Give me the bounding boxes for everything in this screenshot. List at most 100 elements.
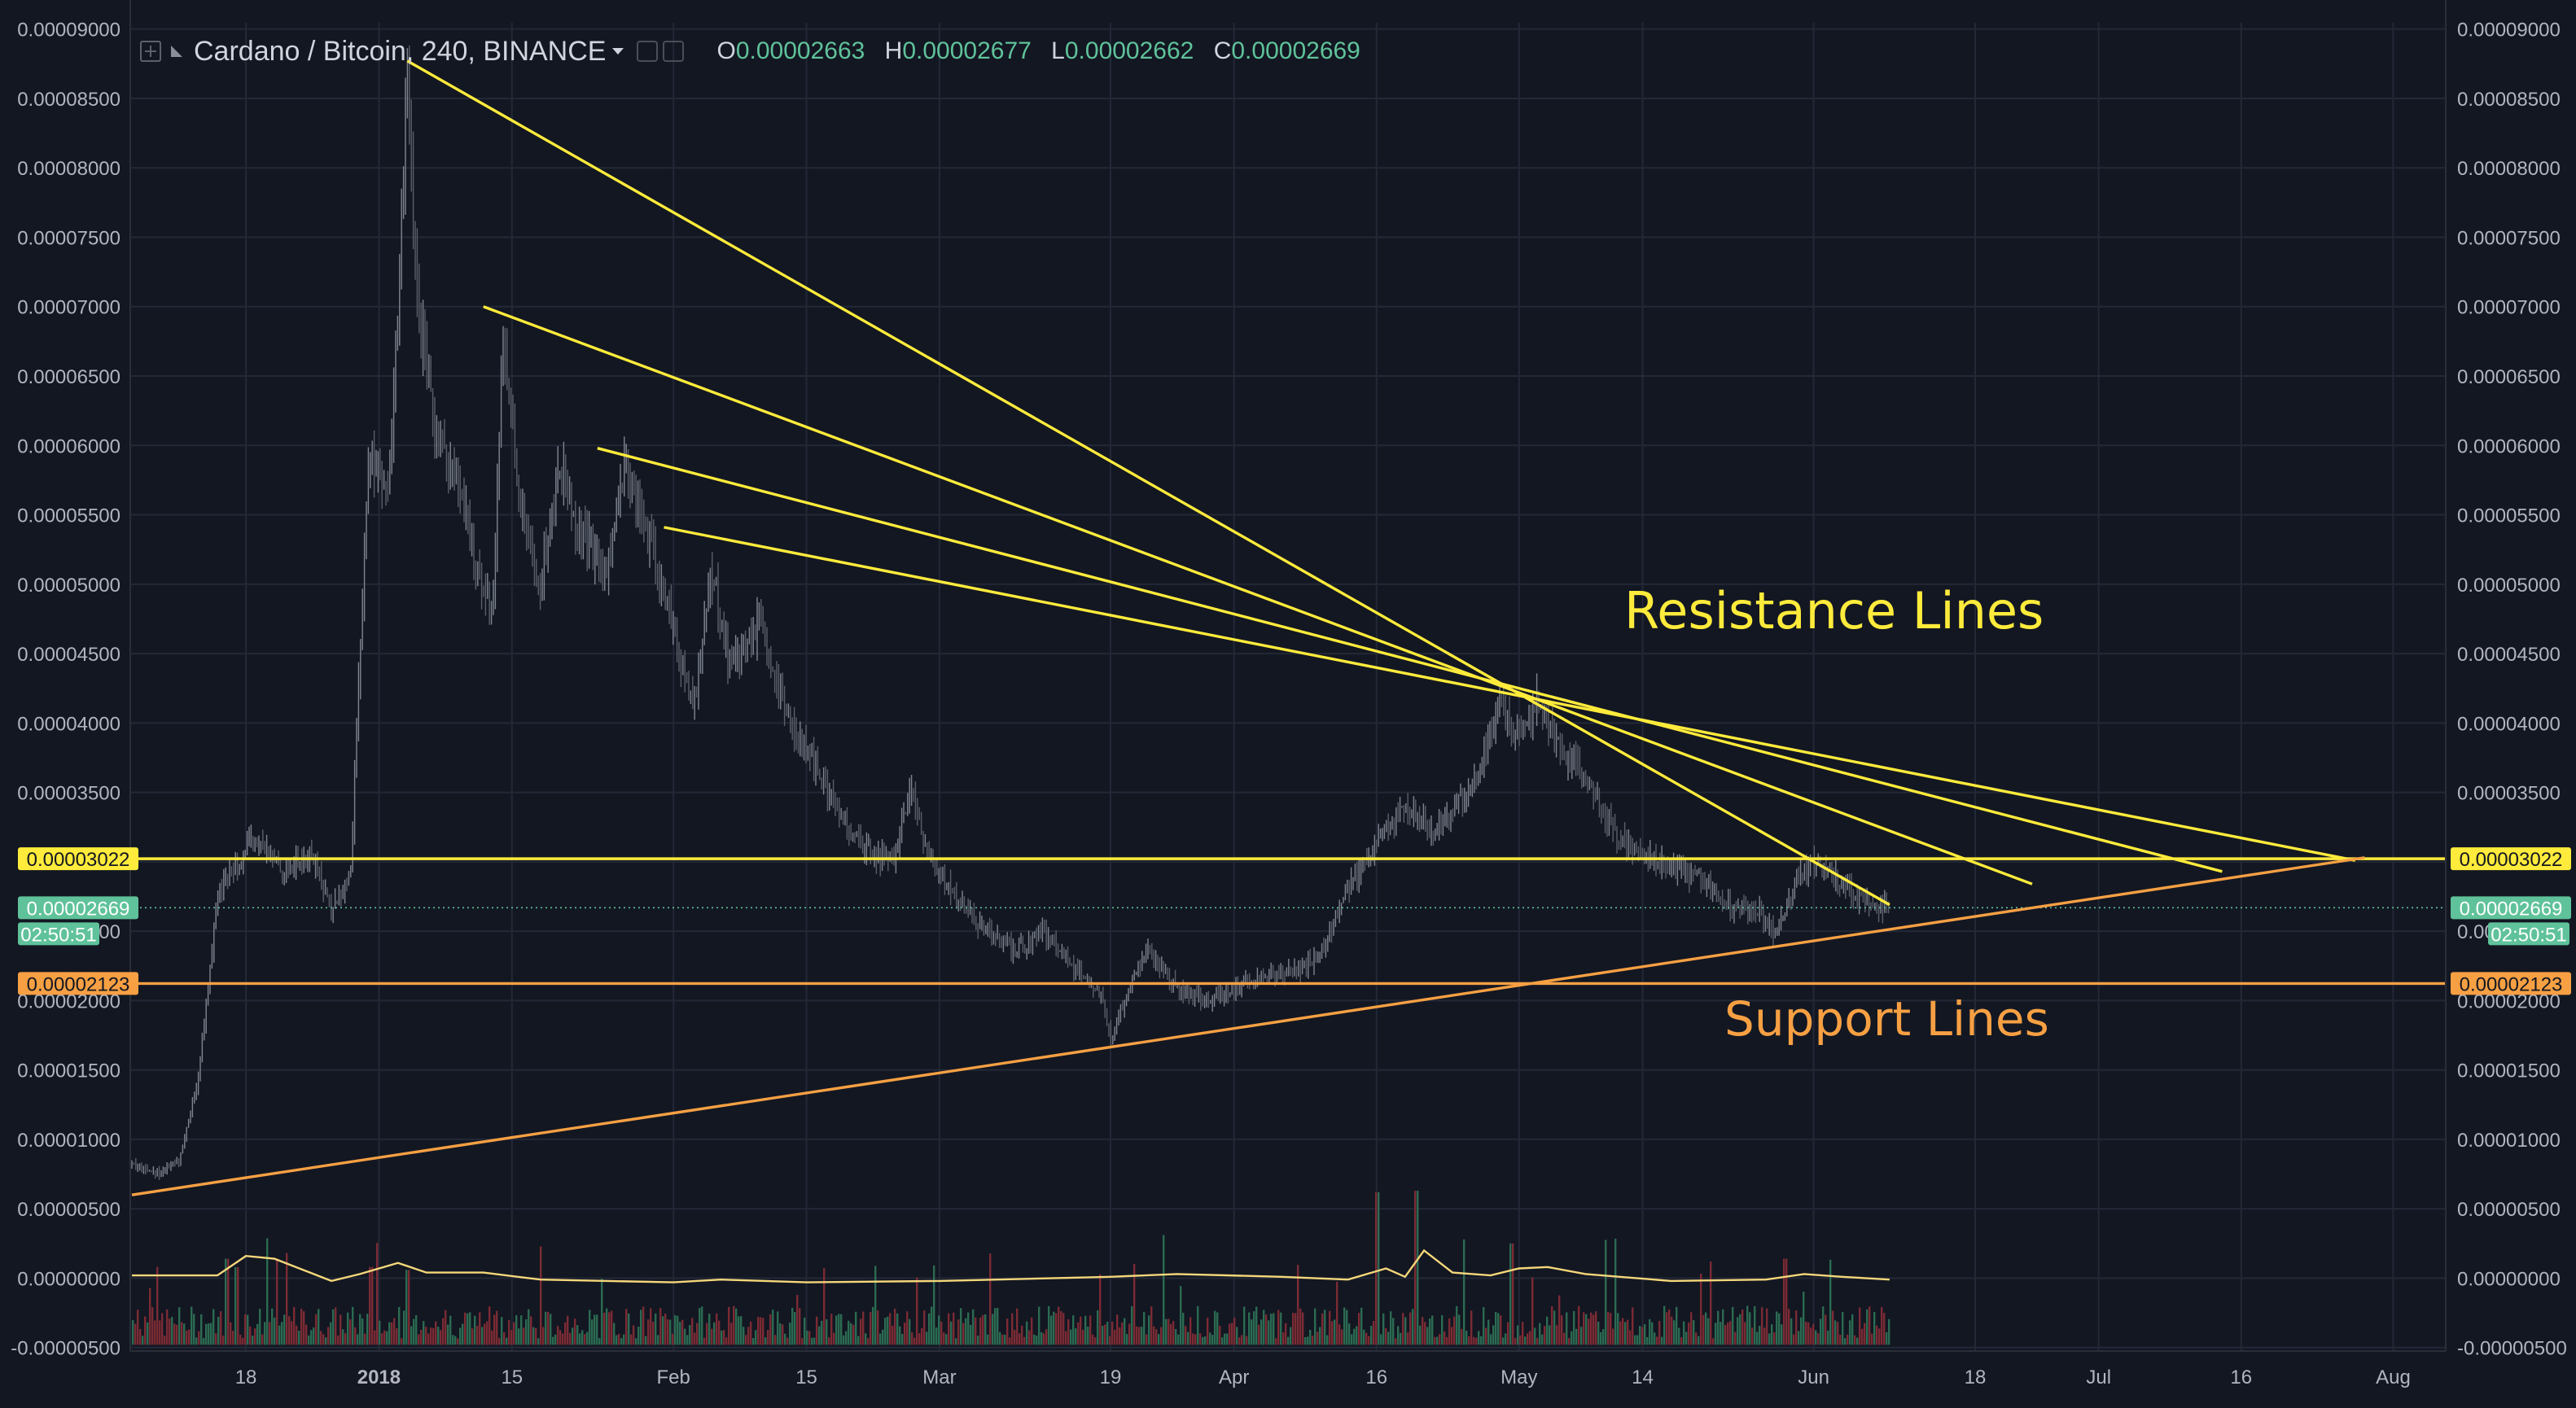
volume-bar bbox=[562, 1333, 564, 1345]
volume-bar bbox=[1067, 1319, 1070, 1345]
volume-bar bbox=[1856, 1337, 1859, 1345]
volume-bar bbox=[848, 1320, 850, 1345]
volume-bar bbox=[774, 1335, 777, 1345]
volume-bar bbox=[1211, 1335, 1214, 1345]
volume-bar bbox=[1624, 1322, 1627, 1345]
volume-bar bbox=[1409, 1312, 1412, 1345]
volume-bar bbox=[540, 1246, 542, 1345]
volume-bar bbox=[867, 1338, 870, 1345]
resistance-trend-line[interactable] bbox=[597, 447, 2223, 873]
volume-bar bbox=[242, 1337, 244, 1345]
volume-bar bbox=[391, 1322, 393, 1345]
volume-bar bbox=[1087, 1326, 1089, 1345]
volume-bar bbox=[725, 1337, 728, 1345]
visibility-icon[interactable] bbox=[663, 41, 685, 62]
volume-bar bbox=[645, 1336, 647, 1345]
symbol-title[interactable]: Cardano / Bitcoin, 240, BINANCE bbox=[194, 35, 607, 67]
volume-bar bbox=[1778, 1313, 1781, 1345]
volume-bar bbox=[669, 1319, 672, 1345]
volume-bar bbox=[493, 1314, 496, 1345]
volume-bar bbox=[237, 1266, 239, 1345]
volume-bar bbox=[454, 1336, 457, 1345]
volume-bar bbox=[1370, 1325, 1373, 1345]
volume-bar bbox=[830, 1314, 833, 1345]
volume-bar bbox=[574, 1318, 576, 1345]
volume-bar bbox=[1033, 1334, 1036, 1345]
volume-bar bbox=[975, 1317, 977, 1345]
volume-bar bbox=[940, 1321, 943, 1345]
volume-bar bbox=[789, 1323, 791, 1345]
settings-icon[interactable] bbox=[637, 41, 659, 62]
volume-bar bbox=[628, 1313, 630, 1345]
volume-bar bbox=[767, 1329, 769, 1345]
volume-bar bbox=[535, 1327, 537, 1345]
expand-icon[interactable] bbox=[140, 41, 161, 62]
volume-bar bbox=[381, 1333, 383, 1345]
volume-bar bbox=[1668, 1309, 1671, 1345]
volume-bar bbox=[1380, 1334, 1382, 1345]
volume-bar bbox=[220, 1311, 222, 1345]
resistance-trend-line[interactable] bbox=[406, 59, 1890, 907]
flag-icon[interactable] bbox=[171, 46, 182, 57]
volume-bar bbox=[1878, 1328, 1881, 1345]
volume-bar bbox=[1693, 1319, 1695, 1345]
support-trend-line[interactable] bbox=[131, 856, 2365, 1196]
volume-bar bbox=[510, 1330, 513, 1345]
volume-bar bbox=[161, 1313, 164, 1345]
volume-bar bbox=[296, 1325, 298, 1345]
volume-bar bbox=[425, 1327, 427, 1345]
volume-bar bbox=[413, 1318, 415, 1345]
volume-bar bbox=[916, 1277, 918, 1345]
volume-bar bbox=[1776, 1311, 1778, 1345]
volume-bar bbox=[445, 1310, 447, 1345]
volume-bar bbox=[950, 1321, 953, 1345]
y-tick-label-right: 0.00003500 bbox=[2457, 783, 2561, 805]
volume-bar bbox=[616, 1335, 618, 1345]
y-tick-label-left: 0.00006500 bbox=[17, 366, 120, 388]
volume-bar bbox=[601, 1279, 603, 1345]
volume-bar bbox=[1825, 1314, 1827, 1345]
resistance-trend-line[interactable] bbox=[483, 305, 2033, 885]
volume-bar bbox=[386, 1331, 388, 1345]
volume-bar bbox=[349, 1318, 352, 1345]
volume-bar bbox=[1243, 1306, 1246, 1345]
volume-bar bbox=[1522, 1322, 1524, 1345]
resistance-annotation[interactable]: Resistance Lines bbox=[1624, 581, 2044, 641]
volume-bar bbox=[943, 1332, 945, 1345]
last-price-left-text: 0.00002669 bbox=[27, 898, 130, 920]
volume-bar bbox=[1353, 1328, 1356, 1345]
resistance-trend-line[interactable] bbox=[664, 526, 2356, 862]
volume-bar bbox=[642, 1306, 645, 1345]
volume-bar bbox=[972, 1309, 975, 1345]
volume-bar bbox=[1575, 1328, 1578, 1345]
volume-bar bbox=[545, 1311, 547, 1345]
volume-bar bbox=[278, 1325, 281, 1345]
volume-bar bbox=[1739, 1314, 1741, 1345]
x-tick-label: May bbox=[1500, 1366, 1537, 1388]
support-price-left-text: 0.00002123 bbox=[27, 973, 130, 995]
support-annotation[interactable]: Support Lines bbox=[1724, 991, 2049, 1047]
volume-bar bbox=[503, 1332, 506, 1345]
volume-bar bbox=[203, 1338, 205, 1345]
x-tick-label: 2018 bbox=[357, 1366, 401, 1388]
volume-bar bbox=[1143, 1312, 1146, 1345]
volume-bar bbox=[821, 1320, 823, 1345]
volume-bar bbox=[1136, 1326, 1138, 1345]
volume-bar bbox=[699, 1308, 701, 1345]
volume-bar bbox=[1614, 1238, 1617, 1345]
volume-bar bbox=[457, 1338, 459, 1345]
volume-bar bbox=[931, 1306, 933, 1345]
volume-bar bbox=[703, 1337, 706, 1345]
volume-bar bbox=[757, 1317, 760, 1345]
volume-bar bbox=[1434, 1336, 1436, 1345]
volume-bar bbox=[606, 1308, 608, 1345]
trend-lines[interactable] bbox=[130, 59, 2446, 1196]
volume-bar bbox=[679, 1322, 681, 1345]
chevron-down-icon[interactable] bbox=[612, 48, 624, 55]
volume-bar bbox=[962, 1323, 965, 1345]
volume-bar bbox=[1148, 1315, 1150, 1345]
volume-bar bbox=[804, 1317, 806, 1345]
volume-bar bbox=[1302, 1312, 1304, 1345]
volume-bar bbox=[608, 1312, 611, 1345]
